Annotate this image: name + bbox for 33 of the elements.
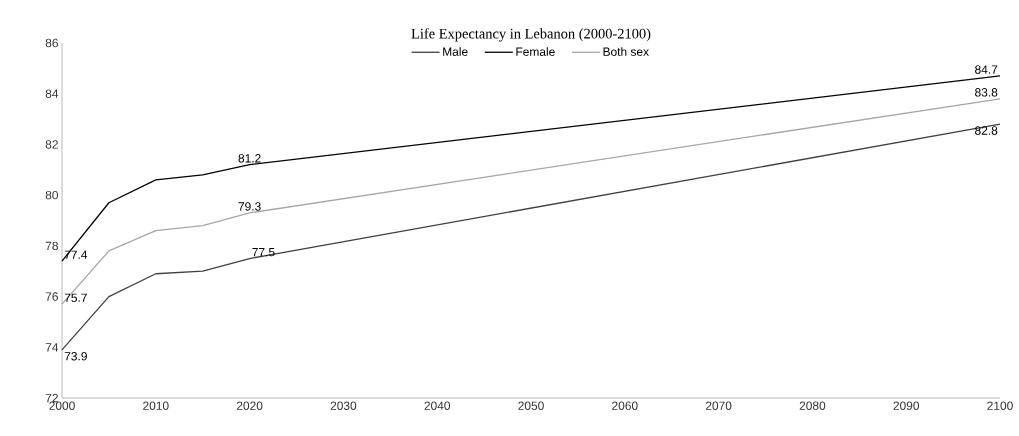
- data-label: 81.2: [238, 154, 261, 163]
- data-label: 73.9: [64, 352, 87, 361]
- y-tick-label: 78: [45, 241, 58, 251]
- line-series: [61, 98, 1001, 305]
- chart-title: Life Expectancy in Lebanon (2000-2100): [411, 28, 651, 42]
- data-label: 84.7: [975, 65, 998, 74]
- x-tick-label: 2010: [143, 401, 169, 410]
- x-tick-label: 2020: [236, 401, 263, 410]
- y-tick-label: 74: [45, 343, 59, 352]
- y-tick-label: 80: [45, 190, 59, 200]
- y-tick-label: 76: [45, 292, 58, 301]
- x-tick-label: 2100: [987, 401, 1013, 410]
- x-tick-label: 2090: [893, 401, 920, 410]
- x-tick-label: 2070: [705, 401, 732, 410]
- data-label: 77.5: [252, 248, 275, 257]
- x-tick-label: 2000: [49, 401, 75, 410]
- x-tick-label: 2040: [424, 401, 451, 410]
- y-tick-label: 72: [45, 393, 58, 403]
- x-tick-label: 2060: [612, 401, 638, 410]
- y-tick-label: 84: [45, 89, 59, 98]
- line-series: [61, 75, 1001, 262]
- y-tick-label: 82: [45, 140, 58, 149]
- x-tick-label: 2050: [518, 401, 544, 410]
- legend-label: Both sex: [603, 47, 649, 56]
- x-tick-label: 2030: [330, 401, 357, 410]
- x-tick-label: 2080: [799, 401, 826, 410]
- data-label: 82.8: [975, 126, 998, 135]
- y-tick-label: 86: [45, 38, 58, 48]
- data-label: 83.8: [975, 88, 998, 97]
- data-label: 75.7: [64, 293, 87, 302]
- data-label: 79.3: [238, 202, 261, 211]
- legend-label: Female: [516, 47, 555, 56]
- legend-label: Male: [443, 47, 468, 56]
